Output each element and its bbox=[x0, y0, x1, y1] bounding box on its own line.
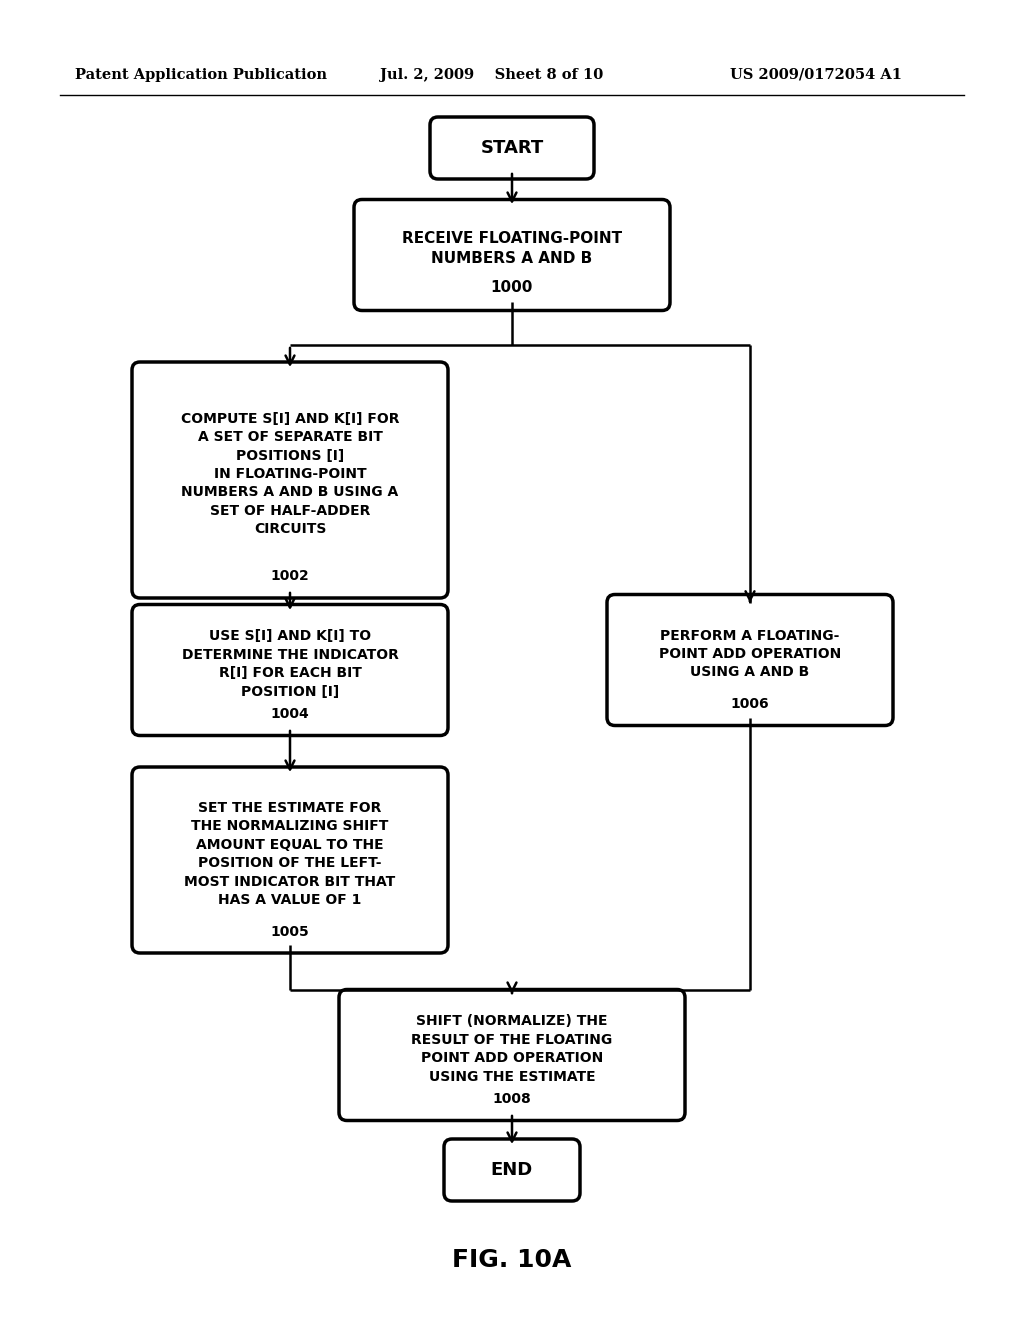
FancyBboxPatch shape bbox=[354, 199, 670, 310]
Text: 1008: 1008 bbox=[493, 1092, 531, 1106]
FancyBboxPatch shape bbox=[607, 594, 893, 726]
FancyBboxPatch shape bbox=[132, 605, 449, 735]
Text: SHIFT (NORMALIZE) THE
RESULT OF THE FLOATING
POINT ADD OPERATION
USING THE ESTIM: SHIFT (NORMALIZE) THE RESULT OF THE FLOA… bbox=[412, 1014, 612, 1084]
Text: START: START bbox=[480, 139, 544, 157]
Text: US 2009/0172054 A1: US 2009/0172054 A1 bbox=[730, 69, 902, 82]
Text: 1006: 1006 bbox=[731, 697, 769, 711]
Text: 1002: 1002 bbox=[270, 569, 309, 583]
Text: 1004: 1004 bbox=[270, 708, 309, 721]
FancyBboxPatch shape bbox=[430, 117, 594, 180]
Text: 1000: 1000 bbox=[490, 280, 534, 296]
Text: END: END bbox=[490, 1162, 534, 1179]
Text: Patent Application Publication: Patent Application Publication bbox=[75, 69, 327, 82]
FancyBboxPatch shape bbox=[339, 990, 685, 1121]
Text: FIG. 10A: FIG. 10A bbox=[453, 1247, 571, 1272]
FancyBboxPatch shape bbox=[444, 1139, 580, 1201]
Text: 1005: 1005 bbox=[270, 924, 309, 939]
Text: COMPUTE S[I] AND K[I] FOR
A SET OF SEPARATE BIT
POSITIONS [I]
IN FLOATING-POINT
: COMPUTE S[I] AND K[I] FOR A SET OF SEPAR… bbox=[181, 412, 399, 536]
Text: RECEIVE FLOATING-POINT
NUMBERS A AND B: RECEIVE FLOATING-POINT NUMBERS A AND B bbox=[402, 231, 622, 265]
FancyBboxPatch shape bbox=[132, 362, 449, 598]
FancyBboxPatch shape bbox=[132, 767, 449, 953]
Text: USE S[I] AND K[I] TO
DETERMINE THE INDICATOR
R[I] FOR EACH BIT
POSITION [I]: USE S[I] AND K[I] TO DETERMINE THE INDIC… bbox=[181, 630, 398, 698]
Text: SET THE ESTIMATE FOR
THE NORMALIZING SHIFT
AMOUNT EQUAL TO THE
POSITION OF THE L: SET THE ESTIMATE FOR THE NORMALIZING SHI… bbox=[184, 801, 395, 907]
Text: PERFORM A FLOATING-
POINT ADD OPERATION
USING A AND B: PERFORM A FLOATING- POINT ADD OPERATION … bbox=[658, 628, 841, 680]
Text: Jul. 2, 2009    Sheet 8 of 10: Jul. 2, 2009 Sheet 8 of 10 bbox=[380, 69, 603, 82]
